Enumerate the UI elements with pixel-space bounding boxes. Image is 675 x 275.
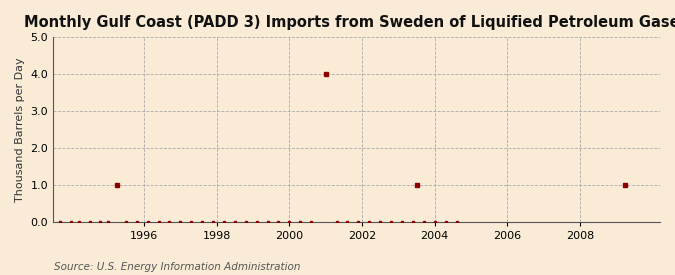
Text: Source: U.S. Energy Information Administration: Source: U.S. Energy Information Administ… bbox=[54, 262, 300, 272]
Y-axis label: Thousand Barrels per Day: Thousand Barrels per Day bbox=[15, 57, 25, 202]
Title: Monthly Gulf Coast (PADD 3) Imports from Sweden of Liquified Petroleum Gases: Monthly Gulf Coast (PADD 3) Imports from… bbox=[24, 15, 675, 30]
